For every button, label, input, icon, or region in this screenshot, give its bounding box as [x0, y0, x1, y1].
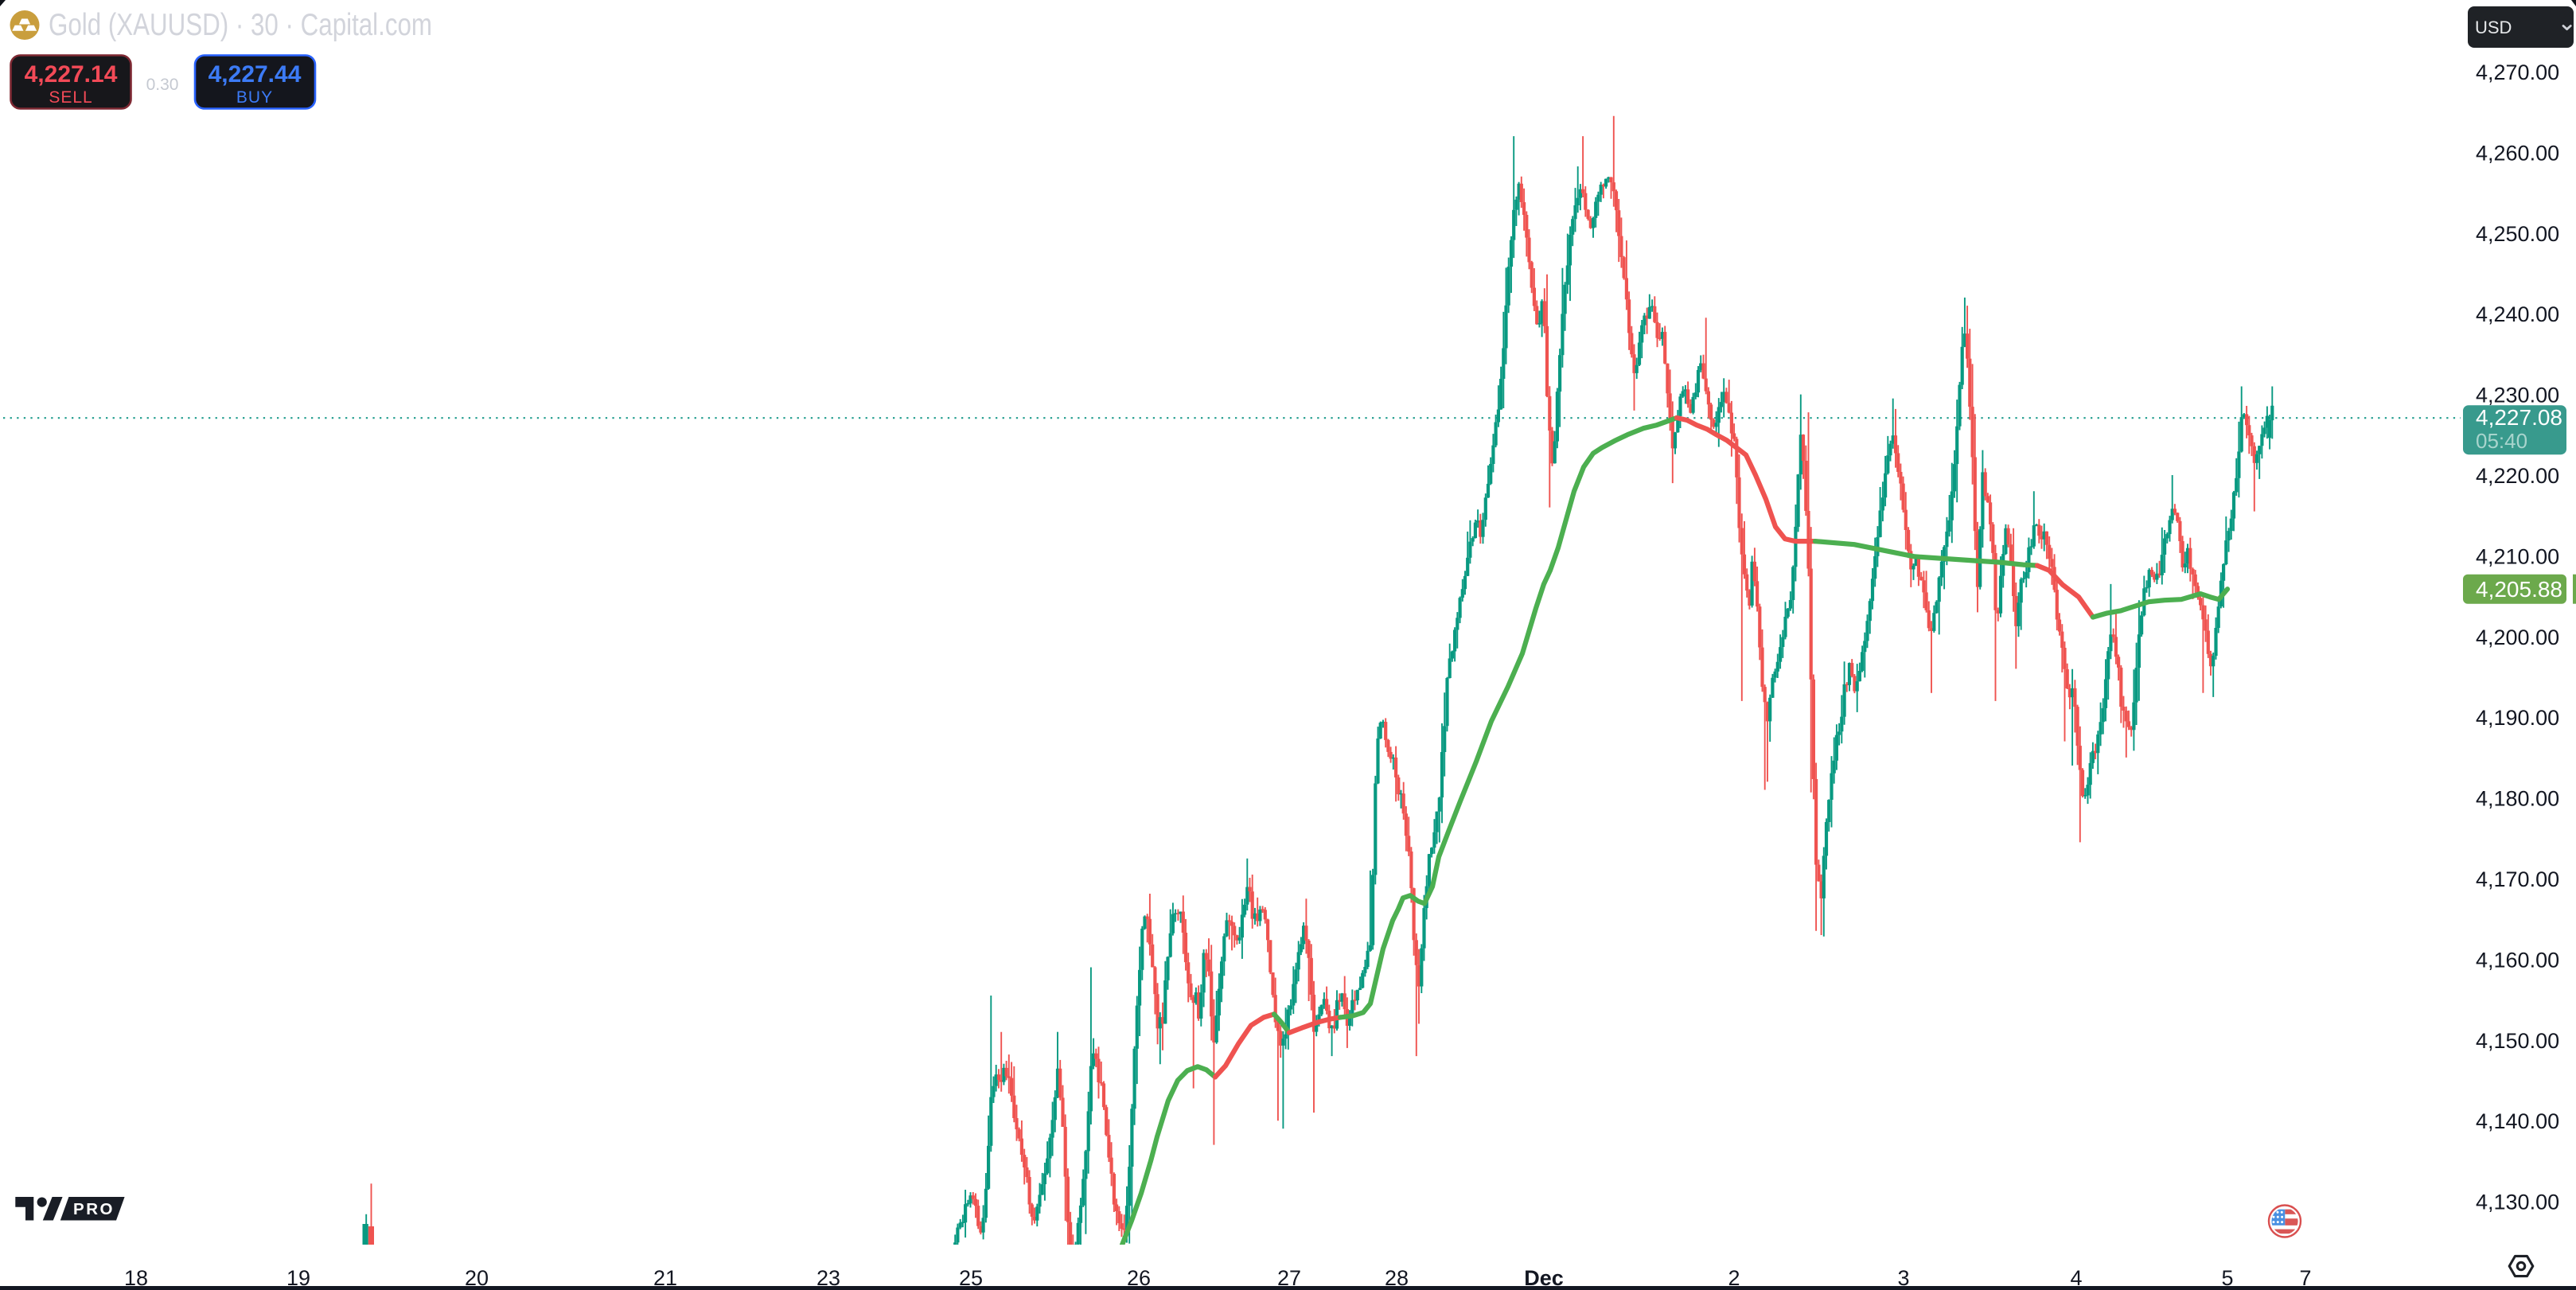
svg-text:4,140.00: 4,140.00 [2476, 1109, 2559, 1133]
svg-text:4,227.44: 4,227.44 [208, 61, 302, 88]
svg-text:4,220.00: 4,220.00 [2476, 464, 2559, 488]
svg-text:05:40: 05:40 [2476, 429, 2527, 453]
svg-text:0.30: 0.30 [146, 76, 179, 94]
svg-text:BUY: BUY [236, 88, 273, 107]
svg-text:4: 4 [2070, 1266, 2082, 1290]
svg-text:4,170.00: 4,170.00 [2476, 867, 2559, 891]
svg-text:4,230.00: 4,230.00 [2476, 384, 2559, 407]
svg-text:7: 7 [2299, 1266, 2311, 1290]
svg-text:4,150.00: 4,150.00 [2476, 1029, 2559, 1053]
svg-text:4,240.00: 4,240.00 [2476, 302, 2559, 326]
svg-text:4,190.00: 4,190.00 [2476, 706, 2559, 730]
svg-text:4,180.00: 4,180.00 [2476, 787, 2559, 811]
svg-text:3: 3 [1897, 1266, 1909, 1290]
svg-text:2: 2 [1728, 1266, 1740, 1290]
svg-text:4,227.08: 4,227.08 [2476, 405, 2562, 430]
svg-text:4,250.00: 4,250.00 [2476, 222, 2559, 246]
svg-text:USD: USD [2475, 18, 2512, 37]
svg-text:4,160.00: 4,160.00 [2476, 948, 2559, 972]
svg-text:4,260.00: 4,260.00 [2476, 141, 2559, 165]
svg-text:4,130.00: 4,130.00 [2476, 1191, 2559, 1214]
svg-text:PRO: PRO [73, 1200, 115, 1218]
svg-text:4,270.00: 4,270.00 [2476, 60, 2559, 84]
svg-text:4,200.00: 4,200.00 [2476, 626, 2559, 649]
svg-text:4,227.14: 4,227.14 [25, 61, 118, 88]
svg-text:Gold (XAUUSD) · 30 · Capital.c: Gold (XAUUSD) · 30 · Capital.com [49, 8, 432, 42]
svg-text:4,210.00: 4,210.00 [2476, 544, 2559, 568]
svg-text:5: 5 [2221, 1266, 2233, 1290]
svg-text:4,205.88: 4,205.88 [2476, 577, 2562, 602]
svg-text:SELL: SELL [49, 88, 92, 107]
